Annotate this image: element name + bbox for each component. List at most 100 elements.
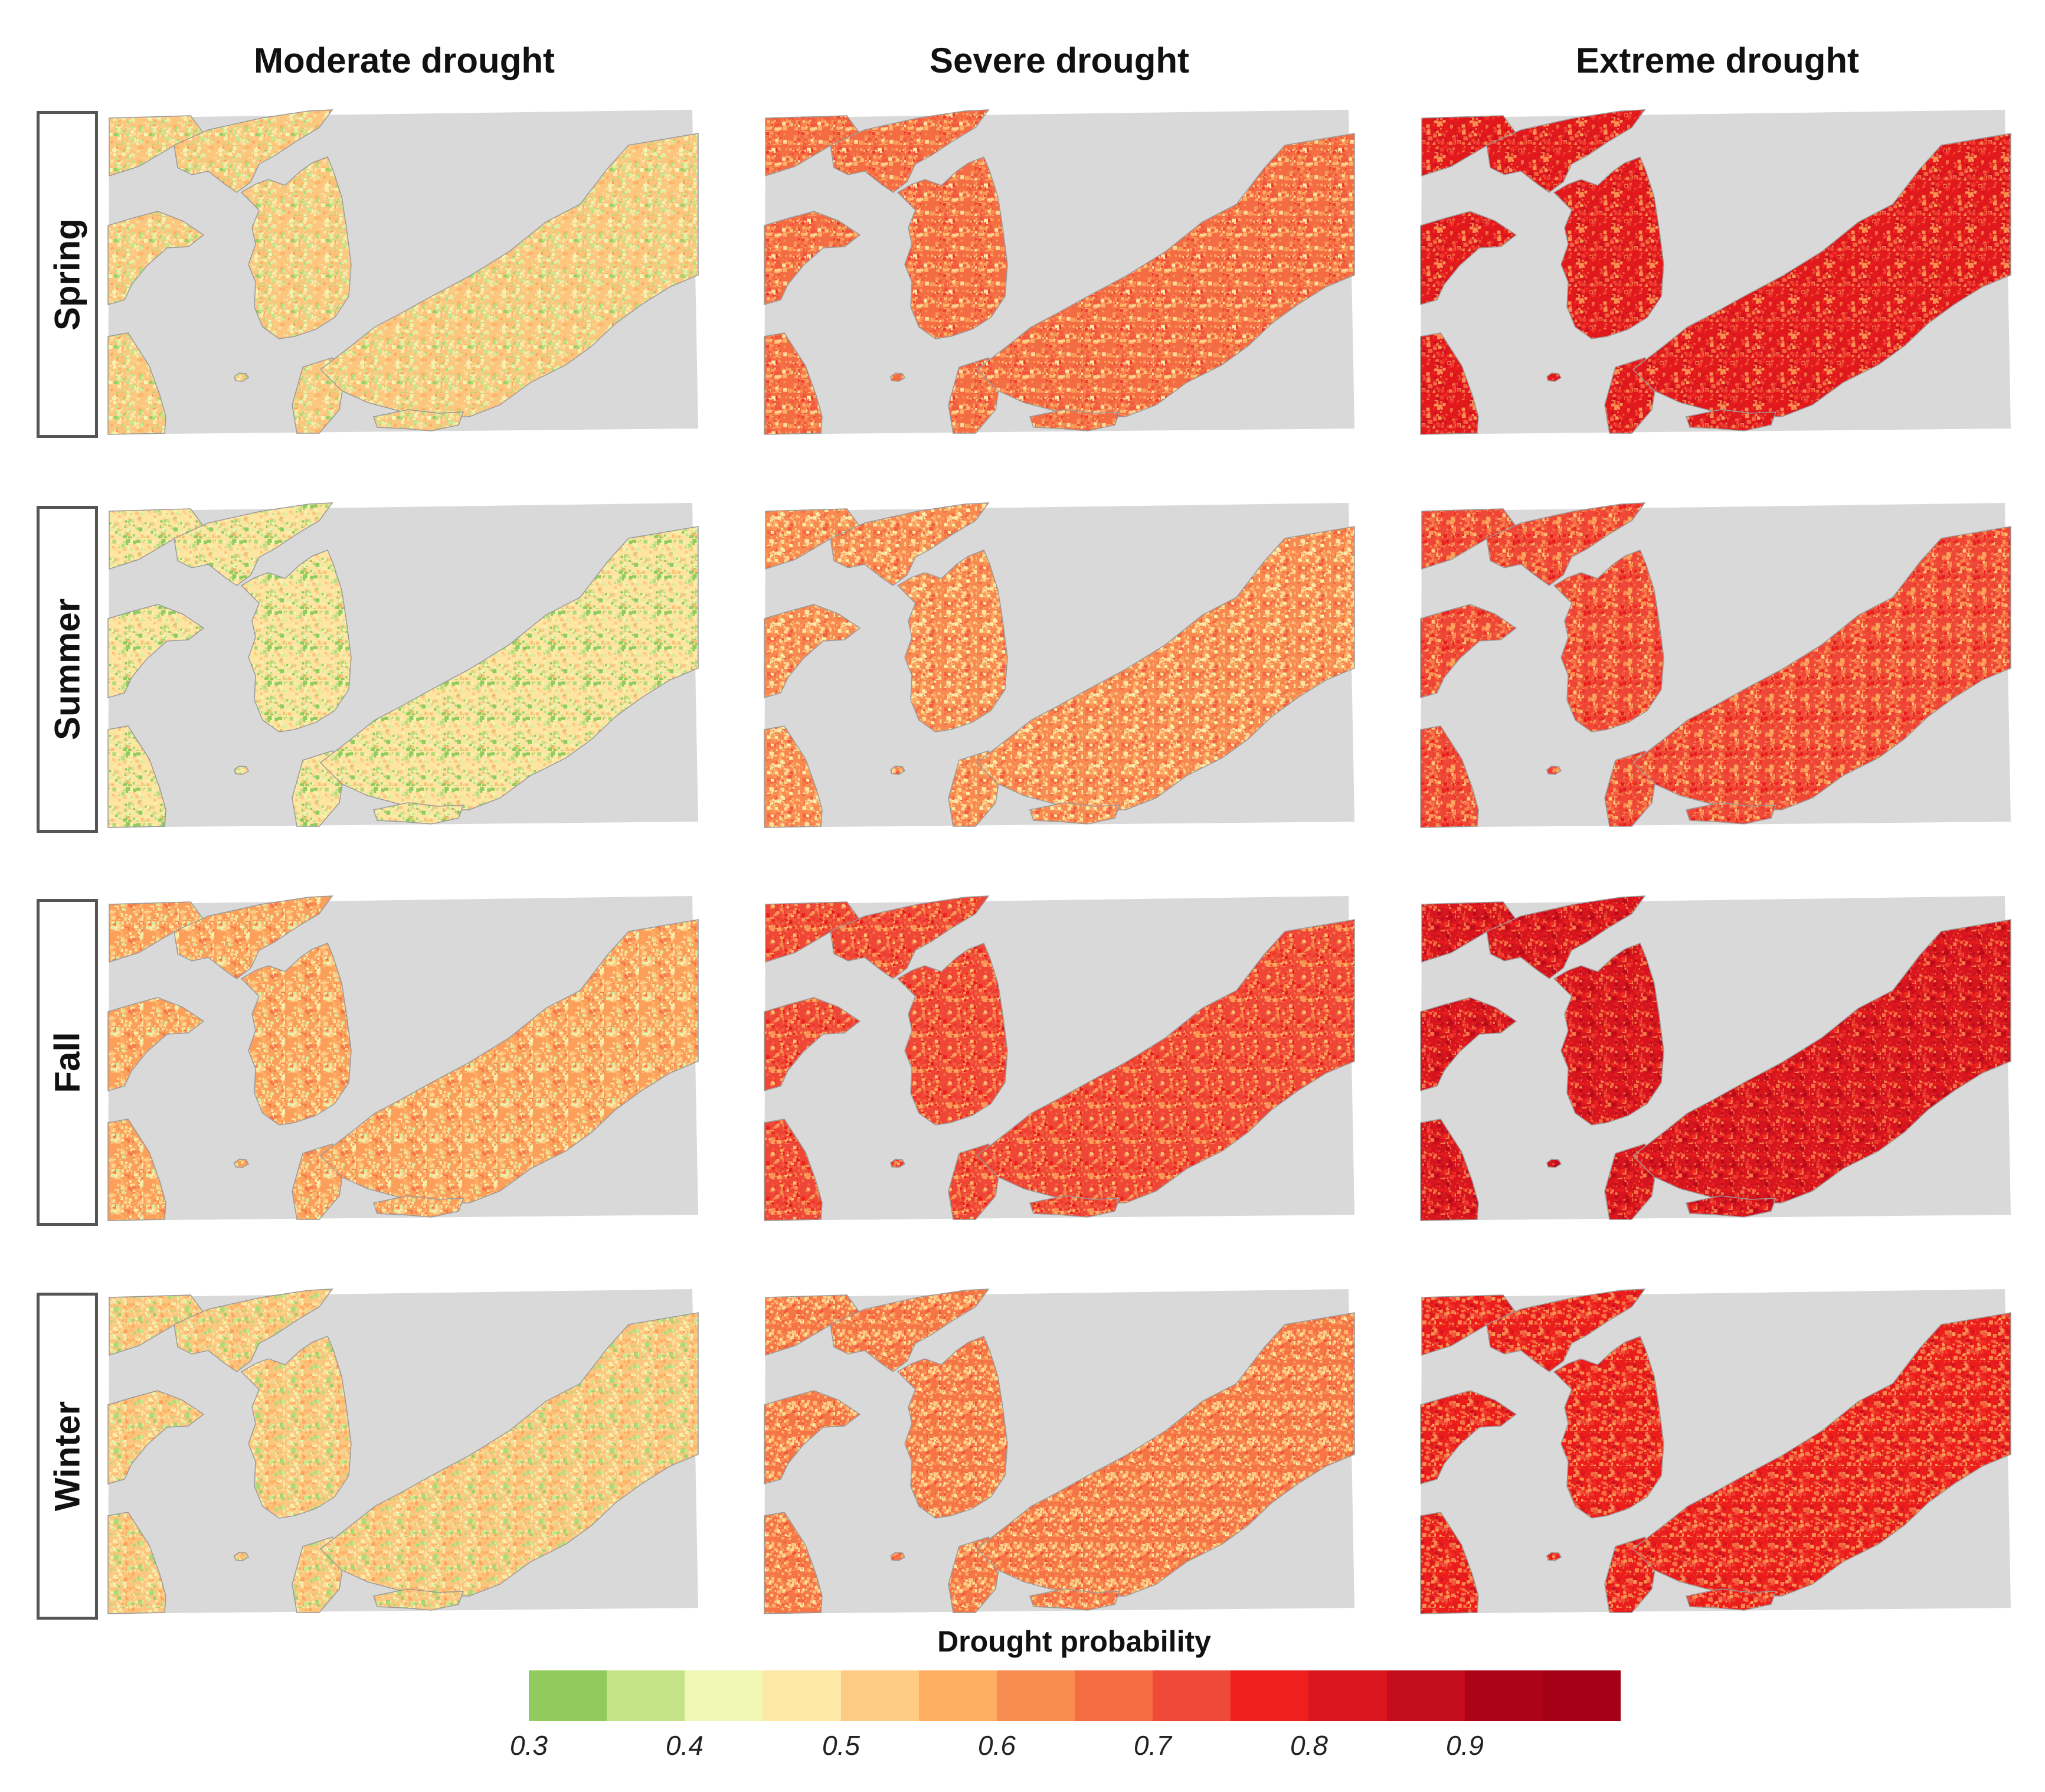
- land-china-east: [764, 332, 823, 435]
- row-label-text: Winter: [47, 1401, 87, 1512]
- legend-swatch: [1231, 1670, 1309, 1721]
- map-fall-severe: [764, 895, 1355, 1221]
- land-japan-shikoku: [1029, 409, 1121, 431]
- land-korea-north-coast: [830, 502, 990, 586]
- land-jeju-island: [890, 766, 906, 775]
- map-winter-moderate: [107, 1289, 699, 1614]
- land-korean-peninsula: [896, 1336, 1008, 1519]
- land-china-east: [764, 1512, 823, 1614]
- land-korean-peninsula: [240, 1336, 352, 1519]
- legend-swatch: [1308, 1670, 1387, 1721]
- land-korea-north-coast: [174, 502, 333, 586]
- legend-tick: 0.5: [822, 1730, 860, 1761]
- land-korean-peninsula: [896, 156, 1008, 339]
- land-japan-shikoku: [1686, 409, 1777, 431]
- land-shandong-liaodong: [1420, 211, 1517, 305]
- legend-swatch: [763, 1670, 841, 1721]
- legend-tick: 0.9: [1446, 1730, 1484, 1761]
- land-shandong-liaodong: [107, 211, 205, 305]
- land-korean-peninsula: [1553, 943, 1664, 1126]
- land-shandong-liaodong: [764, 604, 861, 698]
- map-spring-moderate: [107, 109, 699, 435]
- legend-tick: 0.7: [1134, 1730, 1172, 1761]
- land-korean-peninsula: [896, 943, 1008, 1126]
- land-china-northeast: [109, 115, 205, 177]
- land-korean-peninsula: [240, 943, 352, 1126]
- map-spring-severe: [764, 109, 1355, 435]
- land-jeju-island: [234, 766, 250, 775]
- land-china-east: [764, 725, 823, 828]
- legend-title: Drought probability: [937, 1625, 1211, 1658]
- land-jeju-island: [890, 1552, 906, 1561]
- land-china-northeast: [1421, 1294, 1517, 1356]
- legend-swatch: [685, 1670, 763, 1721]
- legend-swatch: [1542, 1670, 1621, 1721]
- legend-tick: 0.6: [978, 1730, 1016, 1761]
- land-korean-peninsula: [1553, 1336, 1664, 1519]
- land-jeju-island: [234, 1159, 250, 1168]
- land-china-east: [107, 1119, 166, 1221]
- legend-tick: 0.8: [1290, 1730, 1328, 1761]
- land-korea-north-coast: [830, 1289, 990, 1372]
- land-china-east: [1420, 1119, 1479, 1221]
- land-china-east: [764, 1119, 823, 1221]
- map-spring-extreme: [1420, 109, 2011, 435]
- land-japan-shikoku: [373, 409, 464, 431]
- land-shandong-liaodong: [107, 997, 205, 1091]
- legend-tick: 0.4: [666, 1730, 704, 1761]
- land-china-northeast: [765, 901, 861, 963]
- land-japan-shikoku: [1686, 1195, 1777, 1218]
- land-japan-shikoku: [1029, 1195, 1121, 1218]
- row-label-text: Fall: [47, 1032, 87, 1093]
- land-japan-shikoku: [1029, 1588, 1121, 1611]
- land-jeju-island: [234, 1552, 250, 1561]
- column-title-extreme: Extreme drought: [1575, 41, 1860, 80]
- map-summer-extreme: [1420, 502, 2011, 828]
- row-label-summer: Summer: [37, 506, 98, 833]
- land-china-northeast: [109, 508, 205, 570]
- land-korea-north-coast: [1486, 502, 1646, 586]
- land-japan-shikoku: [373, 1588, 464, 1611]
- legend-swatch: [840, 1670, 919, 1721]
- land-china-northeast: [765, 1294, 861, 1356]
- land-korea-north-coast: [174, 109, 333, 193]
- land-shandong-liaodong: [1420, 604, 1517, 698]
- land-korea-north-coast: [174, 895, 333, 979]
- land-korea-north-coast: [1486, 1289, 1646, 1372]
- land-china-east: [107, 725, 166, 828]
- land-japan-shikoku: [373, 802, 464, 825]
- land-jeju-island: [1546, 766, 1562, 775]
- column-title-severe: Severe drought: [929, 41, 1190, 80]
- legend-color-bar: [529, 1670, 1621, 1721]
- land-china-east: [107, 332, 166, 435]
- land-china-northeast: [765, 115, 861, 177]
- map-winter-severe: [764, 1289, 1355, 1614]
- land-japan-shikoku: [1686, 1588, 1777, 1611]
- land-jeju-island: [1546, 1552, 1562, 1561]
- map-fall-moderate: [107, 895, 699, 1221]
- legend-swatch: [1464, 1670, 1543, 1721]
- land-china-east: [1420, 725, 1479, 828]
- map-winter-extreme: [1420, 1289, 2011, 1614]
- land-korean-peninsula: [1553, 550, 1664, 733]
- legend-tick: 0.3: [510, 1730, 548, 1761]
- land-china-northeast: [109, 901, 205, 963]
- land-korean-peninsula: [896, 550, 1008, 733]
- land-shandong-liaodong: [764, 1390, 861, 1484]
- land-china-east: [107, 1512, 166, 1614]
- land-china-northeast: [109, 1294, 205, 1356]
- legend-swatch: [1153, 1670, 1231, 1721]
- legend-swatch: [1074, 1670, 1153, 1721]
- row-label-winter: Winter: [37, 1293, 98, 1620]
- land-korea-north-coast: [174, 1289, 333, 1372]
- land-korean-peninsula: [240, 550, 352, 733]
- legend-swatch: [529, 1670, 607, 1721]
- row-label-text: Spring: [47, 218, 87, 331]
- row-label-fall: Fall: [37, 899, 98, 1226]
- legend-swatch: [996, 1670, 1075, 1721]
- land-jeju-island: [890, 372, 906, 382]
- land-china-northeast: [1421, 901, 1517, 963]
- land-shandong-liaodong: [764, 211, 861, 305]
- land-japan-shikoku: [1029, 802, 1121, 825]
- land-jeju-island: [1546, 372, 1562, 382]
